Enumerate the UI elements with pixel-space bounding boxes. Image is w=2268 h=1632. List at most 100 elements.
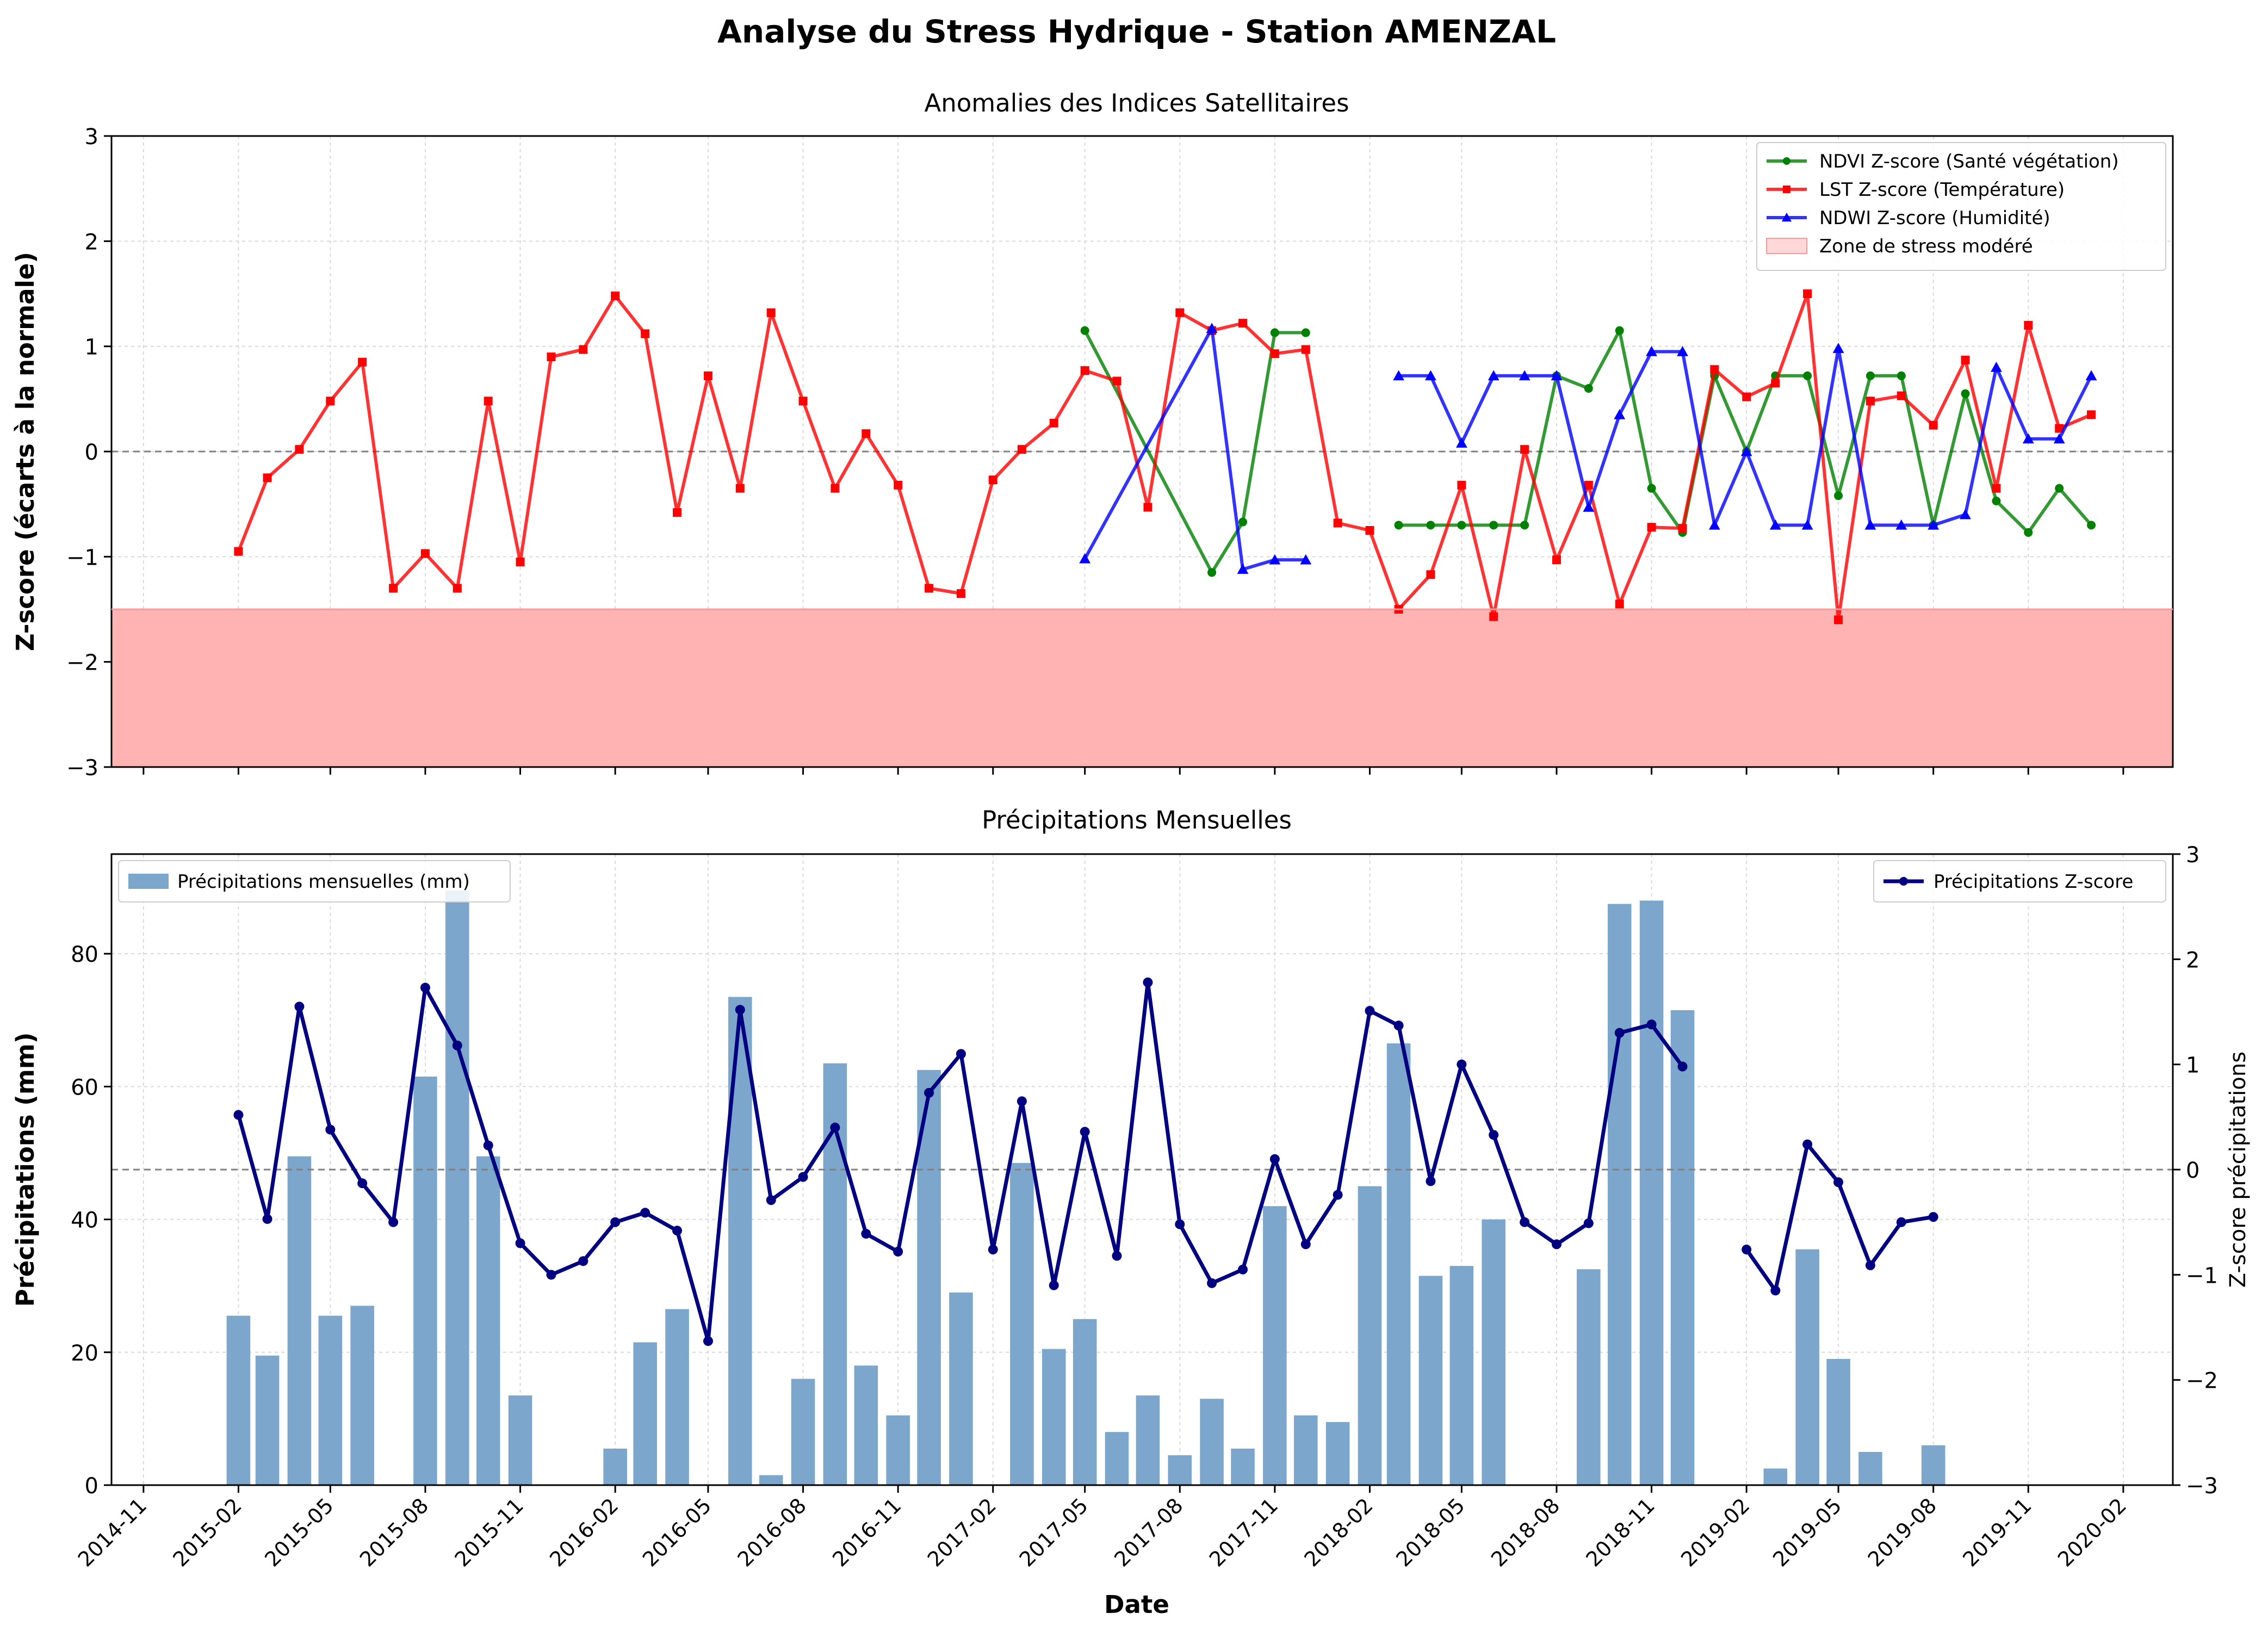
precipitation-bar [886, 1415, 910, 1485]
precipitation-y-ticks: 0 20 40 60 80 [71, 942, 111, 1499]
lst-point [735, 484, 745, 493]
lst-point [1489, 612, 1498, 621]
precip-zscore-point [578, 1256, 588, 1266]
ndvi-point [1647, 484, 1656, 493]
precipitation-bar [1449, 1266, 1474, 1485]
lst-point [389, 584, 398, 593]
precipitation-bar [287, 1156, 312, 1485]
precip-zscore-point [1614, 1028, 1625, 1038]
lst-point [1301, 345, 1310, 354]
precip-zscore-point [262, 1214, 272, 1224]
precipitation-bar [665, 1309, 689, 1485]
lst-point [641, 329, 650, 338]
precipitation-bar [350, 1306, 374, 1485]
precip-zscore-point [1742, 1244, 1752, 1254]
ndwi-point [1740, 446, 1752, 456]
lst-point [1647, 523, 1656, 532]
ndwi-point [1769, 519, 1781, 530]
precip-zscore-point [1393, 1021, 1404, 1031]
precipitation-bar [1042, 1349, 1066, 1485]
precip-zscore-point [388, 1217, 399, 1227]
lst-point [1584, 480, 1593, 490]
lst-point [547, 353, 556, 361]
precipitation-y-tick-label: 40 [71, 1208, 98, 1233]
precip-zscore-point [1049, 1280, 1059, 1290]
precip-zscore-point [1928, 1212, 1938, 1222]
precipitation-y2-tick-label: 1 [2186, 1053, 2199, 1078]
lst-point [1961, 355, 1970, 364]
anomalies-y-tick-label: 1 [85, 335, 98, 360]
lst-point [673, 508, 682, 517]
stress-zone-legend-swatch [1766, 238, 1807, 254]
lst-point [956, 589, 965, 598]
precipitation-bars-legend-box [118, 860, 511, 902]
precipitation-bar [1482, 1219, 1506, 1485]
precipitation-bar [1639, 900, 1664, 1485]
precip-zscore-point [1489, 1130, 1499, 1140]
lst-point [1333, 518, 1342, 528]
ndvi-point [1866, 371, 1875, 380]
anomalies-legend-box [1756, 142, 2166, 271]
precipitation-y2-tick-label: 0 [2186, 1158, 2199, 1183]
precipitation-bar [445, 891, 469, 1485]
lst-point [326, 397, 335, 406]
lst-point [420, 549, 430, 558]
precip-zscore-point [735, 1005, 745, 1015]
precipitation-bar [1858, 1451, 1882, 1485]
lst-point [1710, 365, 1719, 374]
precip-zscore-point [1802, 1139, 1813, 1149]
lst-point [484, 397, 493, 406]
precip-zscore-point [452, 1040, 462, 1050]
precip-zscore-point [1333, 1190, 1343, 1200]
ndwi-point [1895, 519, 1907, 530]
precipitation-y2-tick-label: −2 [2186, 1369, 2218, 1394]
precip-zscore-point [1583, 1218, 1594, 1228]
ndwi-point [2053, 433, 2065, 444]
ndvi-point [1457, 521, 1466, 530]
precip-zscore-point [1520, 1217, 1530, 1227]
lst-point [1049, 418, 1058, 428]
precip-zscore-point [1269, 1154, 1280, 1164]
ndvi-point [2024, 528, 2033, 537]
precip-zscore-point [1143, 977, 1153, 987]
ndvi-point [1270, 328, 1279, 337]
precipitation-panel-title: Précipitations Mensuelles [982, 806, 1292, 834]
lst-point [1112, 376, 1121, 386]
precipitation-bar [1607, 904, 1632, 1485]
anomalies-y-label: Z-score (écarts à la normale) [11, 252, 40, 651]
precip-zscore-point [1457, 1059, 1467, 1070]
precipitation-bars-legend-swatch [128, 874, 169, 889]
precip-zscore-point [1017, 1096, 1027, 1106]
precipitation-bar [1105, 1432, 1129, 1485]
ndvi-legend-label: NDVI Z-score (Santé végétation) [1819, 151, 2119, 172]
ndwi-point [1079, 553, 1091, 564]
ndwi-point [1300, 554, 1312, 565]
precipitation-bar [1921, 1445, 1945, 1485]
ndvi-point [1080, 326, 1089, 335]
date-x-label: Date [1104, 1590, 1169, 1619]
precipitation-bar [1263, 1206, 1287, 1485]
precipitation-bar [854, 1365, 878, 1485]
ndvi-point [1584, 384, 1593, 393]
precip-zscore-point [1300, 1239, 1311, 1250]
precipitation-bar [226, 1315, 251, 1485]
figure-suptitle: Analyse du Stress Hydrique - Station AME… [717, 13, 1556, 50]
ndvi-point [1426, 521, 1435, 530]
ndvi-point [2087, 521, 2096, 530]
anomalies-panel-title: Anomalies des Indices Satellitaires [924, 89, 1349, 118]
lst-point [798, 397, 808, 406]
precip-zscore-point [861, 1228, 871, 1239]
lst-point [453, 584, 462, 593]
precip-zscore-point [357, 1178, 368, 1189]
precipitation-bars [226, 891, 1945, 1485]
ndwi-point [2085, 370, 2097, 381]
ndwi-point [1928, 519, 1939, 530]
stress-zone-legend-label: Zone de stress modéré [1819, 236, 2033, 257]
precipitation-zscore-legend-marker [1899, 877, 1908, 886]
precipitation-y2-ticks: −3 −2 −1 0 1 2 3 [2173, 843, 2218, 1499]
precipitation-bar [1231, 1448, 1255, 1485]
lst-point [766, 308, 776, 317]
precip-zscore-point [893, 1246, 903, 1257]
ndwi-point [1206, 323, 1218, 333]
ndwi-point [1864, 519, 1876, 530]
